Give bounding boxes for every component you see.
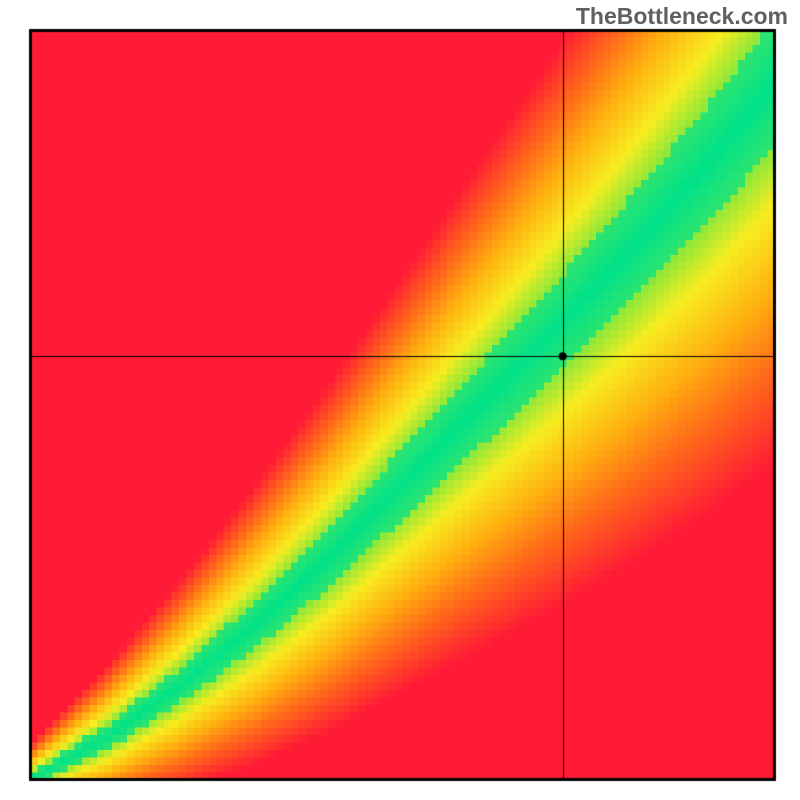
chart-container: TheBottleneck.com bbox=[0, 0, 800, 800]
overlay-axes bbox=[0, 0, 800, 800]
